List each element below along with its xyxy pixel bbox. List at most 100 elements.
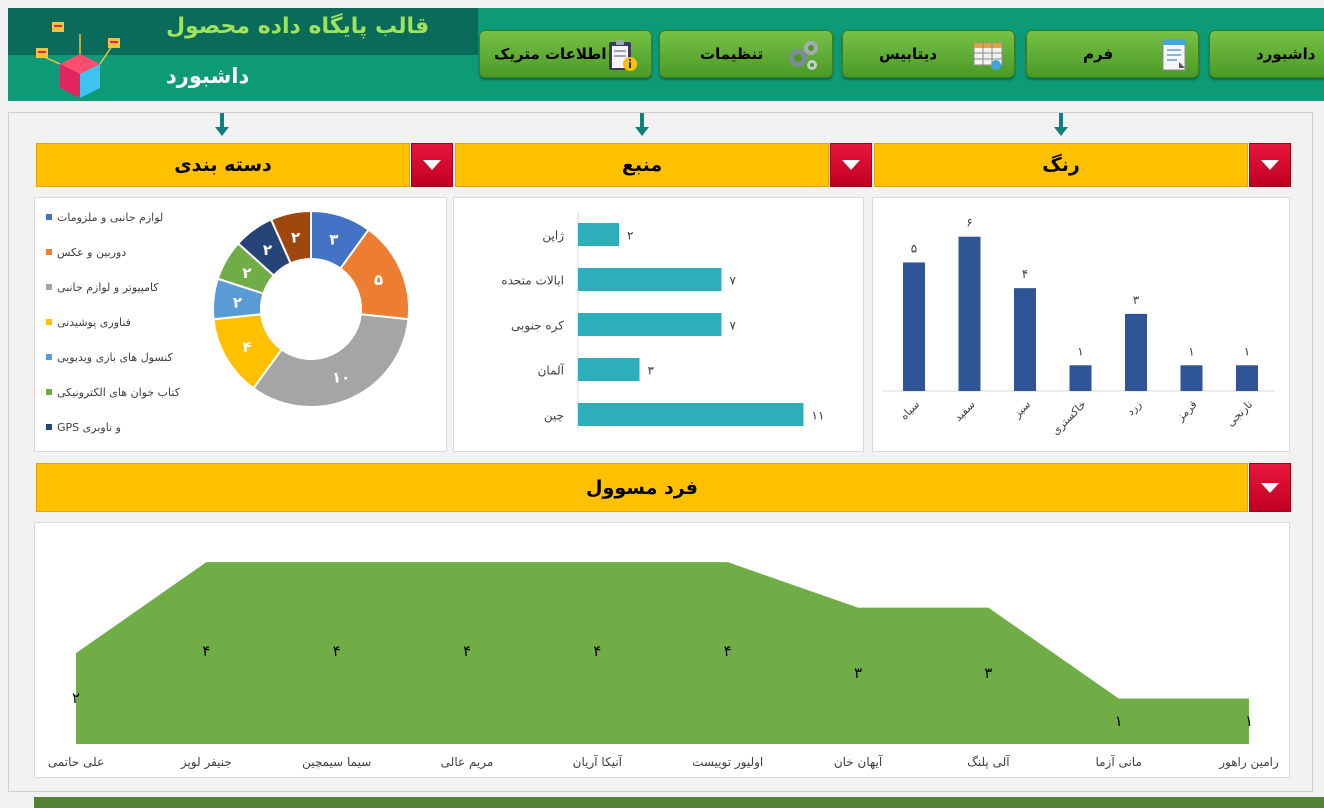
legend-item-label: GPS و ناوبری <box>57 421 121 434</box>
source-bar <box>578 313 722 336</box>
nav-form-label: فرم <box>1083 45 1114 63</box>
color-bar <box>1236 365 1258 391</box>
source-bar <box>578 268 722 291</box>
source-dropdown-button[interactable] <box>830 143 872 187</box>
person-dropdown-button[interactable] <box>1249 463 1291 512</box>
nav-metric-info-button[interactable]: اطلاعات متریک <box>479 30 652 78</box>
area-data-label: ۴ <box>463 642 471 660</box>
chevron-down-icon <box>423 160 441 170</box>
legend-item-label: کتاب خوان های الکترونیکی <box>57 386 181 399</box>
category-dropdown-button[interactable] <box>411 143 453 187</box>
source-bar <box>578 403 804 426</box>
page-title: داشبورد <box>166 64 250 88</box>
category-tick-label: علی حاتمی <box>48 755 104 769</box>
bar-data-label: ۱ <box>1077 344 1083 358</box>
donut-data-label: ۲ <box>263 241 272 259</box>
category-tick-label: کره جنوبی <box>511 319 564 334</box>
legend-swatch <box>46 284 52 290</box>
color-bar <box>1180 365 1203 391</box>
category-tick-label: آلی پلنگ <box>967 754 1010 769</box>
donut-slice <box>269 209 312 265</box>
category-tick-label: آنیکا آریان <box>573 754 623 770</box>
nav-metric-info-label: اطلاعات متریک <box>494 45 607 63</box>
source-bar-chart: ژاپن ۲ ایالات متحده ۷ کره جنوبی ۷ آلمان ۳ چین ۱۱ <box>501 213 825 430</box>
chevron-down-icon <box>1261 482 1279 493</box>
bar-data-label: ۷ <box>730 274 737 288</box>
database-logo-icon <box>36 22 120 98</box>
area-data-label: ۴ <box>593 642 601 660</box>
nav-database-label: دیتابیس <box>879 45 938 63</box>
source-slicer-label: منبع <box>621 154 663 176</box>
donut-data-label: ۵ <box>374 271 383 289</box>
legend-swatch <box>46 249 52 255</box>
category-tick-label: نارنجی <box>1224 398 1255 429</box>
color-bar <box>1014 288 1036 391</box>
donut-data-label: ۱۰ <box>332 369 350 387</box>
clipboard-info-icon <box>609 40 637 71</box>
category-tick-label: اولیور توییست <box>692 755 763 770</box>
gears-icon <box>789 41 818 70</box>
area-data-label: ۳ <box>854 664 862 682</box>
color-dropdown-button[interactable] <box>1249 143 1291 187</box>
color-bar <box>903 262 925 391</box>
area-data-label: ۴ <box>333 642 341 660</box>
nav-form-button[interactable]: فرم <box>1026 30 1199 78</box>
category-tick-label: خاکستری <box>1049 398 1089 438</box>
legend-item-label: کنسول های بازی ویدیویی <box>57 351 174 364</box>
area-data-label: ۴ <box>202 642 210 660</box>
down-arrow-icon <box>1054 113 1068 136</box>
category-tick-label: سیما سیمچین <box>302 755 371 770</box>
legend-swatch <box>46 214 52 220</box>
legend-swatch <box>46 319 52 325</box>
category-slicer-label: دسته بندی <box>174 154 272 176</box>
chevron-down-icon <box>842 160 860 170</box>
area-data-label: ۴ <box>724 642 732 660</box>
nav-database-button[interactable]: دیتابیس <box>842 30 1015 78</box>
color-bar <box>958 236 981 391</box>
category-tick-label: قرمز <box>1173 398 1199 424</box>
area-data-label: ۳ <box>984 664 992 682</box>
donut-data-label: ۴ <box>242 338 251 356</box>
source-slicer-title: منبع <box>455 143 829 187</box>
color-slicer-title: رنگ <box>874 143 1248 187</box>
category-tick-label: چین <box>544 409 564 424</box>
person-slicer-label: فرد مسوول <box>586 476 698 499</box>
category-tick-label: زرد <box>1124 398 1144 418</box>
nav-dashboard-button[interactable]: داشبورد <box>1209 30 1324 78</box>
category-tick-label: مانی آزما <box>1095 754 1141 770</box>
bar-data-label: ۳ <box>1133 293 1140 307</box>
source-bar <box>578 223 619 246</box>
bar-data-label: ۱ <box>1188 344 1194 358</box>
bar-data-label: ۳ <box>648 364 655 378</box>
bar-data-label: ۱۱ <box>812 409 825 423</box>
header-dark-band <box>8 8 478 55</box>
color-slicer-label: رنگ <box>1042 154 1080 176</box>
bar-data-label: ۱ <box>1244 344 1250 358</box>
down-arrow-icon <box>215 113 229 136</box>
nav-settings-label: تنظیمات <box>700 45 764 63</box>
donut-data-label: ۳ <box>329 231 338 249</box>
nav-settings-button[interactable]: تنظیمات <box>659 30 833 78</box>
person-area-chart: ۲ علی حاتمی ۴ جنیفر لوپز ۴ سیما سیمچین ۴ مریم ع… <box>48 562 1279 770</box>
category-tick-label: آلمان <box>538 363 565 378</box>
source-chart-card: ژاپن ۲ ایالات متحده ۷ کره جنوبی ۷ آلمان ۳ چین ۱۱ <box>453 197 864 452</box>
color-chart-card: ۵ سیاه ۶ سفید ۴ سبز ۱ خاکستری ۳ زرد ۱ قرمز ۱ نارنجی <box>872 197 1290 452</box>
donut-data-label: ۲ <box>291 229 300 247</box>
bar-data-label: ۶ <box>966 216 972 230</box>
legend-swatch <box>46 424 52 430</box>
bar-data-label: ۴ <box>1022 267 1028 281</box>
legend-item-label: فناوری پوشیدنی <box>57 316 131 329</box>
category-tick-label: سیاه <box>898 398 923 423</box>
area-data-label: ۲ <box>72 689 80 707</box>
category-tick-label: ژاپن <box>542 229 564 244</box>
color-bar <box>1125 313 1147 391</box>
area-data-label: ۱ <box>1115 712 1123 730</box>
donut-data-label: ۲ <box>242 264 251 282</box>
color-column-chart: ۵ سیاه ۶ سفید ۴ سبز ۱ خاکستری ۳ زرد ۱ قرمز ۱ نارنجی <box>883 216 1275 438</box>
table-icon <box>973 42 1003 70</box>
person-chart-card: ۲ علی حاتمی ۴ جنیفر لوپز ۴ سیما سیمچین ۴ مریم ع… <box>34 522 1290 778</box>
category-slicer-title: دسته بندی <box>36 143 410 187</box>
down-arrow-icon <box>635 113 649 136</box>
category-tick-label: ایالات متحده <box>501 274 564 288</box>
